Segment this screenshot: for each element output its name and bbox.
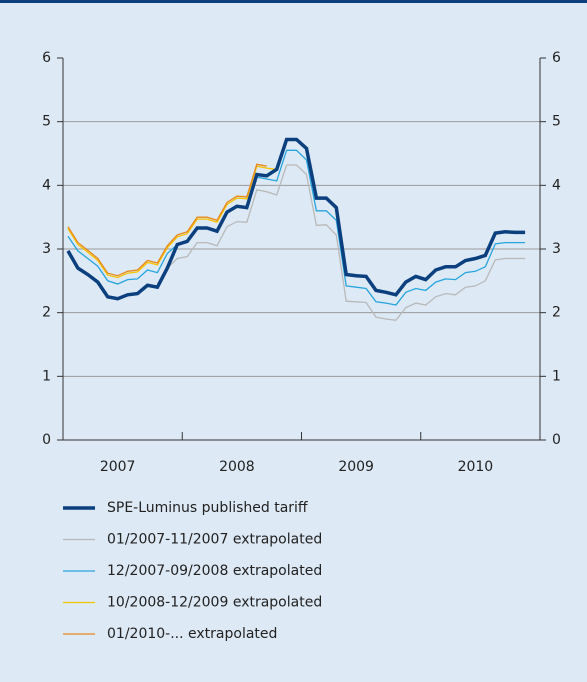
y-tick-label: 4	[42, 177, 51, 193]
x-tick-label: 2008	[219, 459, 255, 475]
y2-tick-label: 2	[552, 305, 561, 321]
legend-label: 10/2008-12/2009 extrapolated	[107, 595, 322, 611]
y2-tick-label: 5	[552, 114, 561, 130]
series-line	[67, 165, 277, 279]
legend-label: 01/2010-... extrapolated	[107, 626, 277, 642]
legend-label: 01/2007-11/2007 extrapolated	[107, 532, 322, 548]
series-line	[66, 137, 526, 301]
legend-label: SPE-Luminus published tariff	[107, 500, 308, 516]
x-tick-label: 2010	[458, 459, 494, 475]
series-line	[166, 164, 526, 321]
y2-tick-label: 3	[552, 241, 561, 257]
series-line	[67, 149, 526, 306]
y-tick-label: 5	[42, 114, 51, 130]
y-tick-label: 0	[42, 432, 51, 448]
legend-label: 12/2007-09/2008 extrapolated	[107, 563, 322, 579]
y-tick-label: 2	[42, 305, 51, 321]
y2-tick-label: 1	[552, 368, 561, 384]
y2-tick-label: 0	[552, 432, 561, 448]
x-tick-label: 2009	[338, 459, 374, 475]
y-tick-label: 6	[42, 50, 51, 66]
y-tick-label: 1	[42, 368, 51, 384]
top-border	[0, 0, 587, 3]
y2-tick-label: 4	[552, 177, 561, 193]
y-tick-label: 3	[42, 241, 51, 257]
y2-tick-label: 6	[552, 50, 561, 66]
x-tick-label: 2007	[100, 459, 136, 475]
series-line	[67, 163, 267, 277]
